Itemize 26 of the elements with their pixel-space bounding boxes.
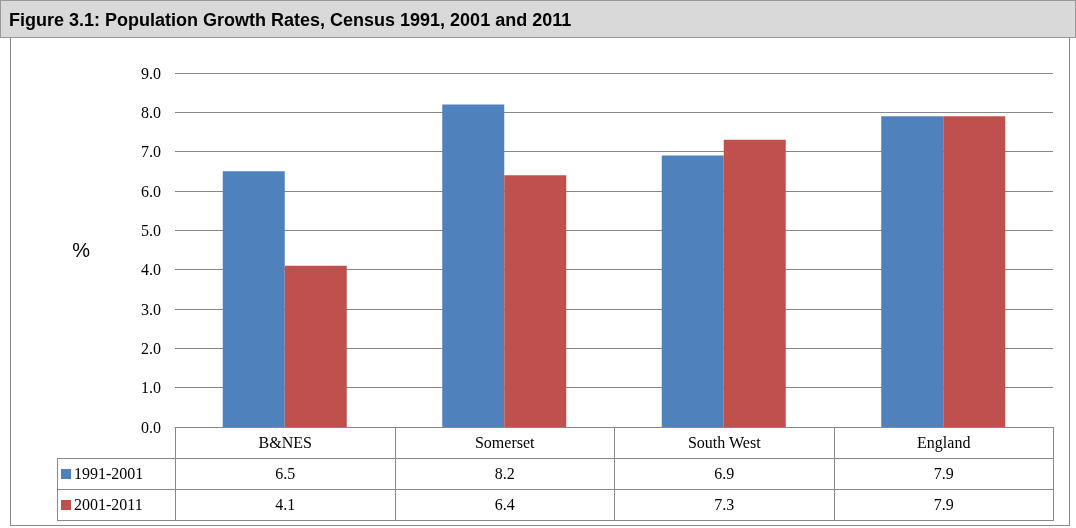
y-tick-label: 2.0 [141,339,161,357]
y-axis-title: % [72,239,91,261]
x-tick-label: South West [614,427,834,459]
x-tick-label: B&NES [175,427,395,459]
y-tick-label: 6.0 [141,182,161,200]
y-tick-label: 5.0 [141,221,161,239]
data-label: 6.4 [395,489,615,521]
data-label: 7.3 [614,489,834,521]
data-label: 6.5 [175,458,395,490]
y-tick-label: 7.0 [141,143,161,161]
y-tick-label: 0.0 [141,418,161,436]
y-tick-label: 1.0 [141,379,161,397]
legend-label: 2001-2011 [57,489,176,521]
y-tick-label: 9.0 [141,64,161,82]
y-tick-label: 4.0 [141,261,161,279]
y-tick-label: 3.0 [141,300,161,318]
legend-label: 1991-2001 [57,458,176,490]
chart-title: Figure 3.1: Population Growth Rates, Census 1991, 2001 and 2011 [0,0,1076,38]
data-label: 7.9 [834,489,1054,521]
x-tick-label: Somerset [395,427,615,459]
y-tick-label: 8.0 [141,103,161,121]
data-label: 6.9 [614,458,834,490]
x-tick-label: England [834,427,1054,459]
data-label: 8.2 [395,458,615,490]
data-label: 4.1 [175,489,395,521]
data-label: 7.9 [834,458,1054,490]
